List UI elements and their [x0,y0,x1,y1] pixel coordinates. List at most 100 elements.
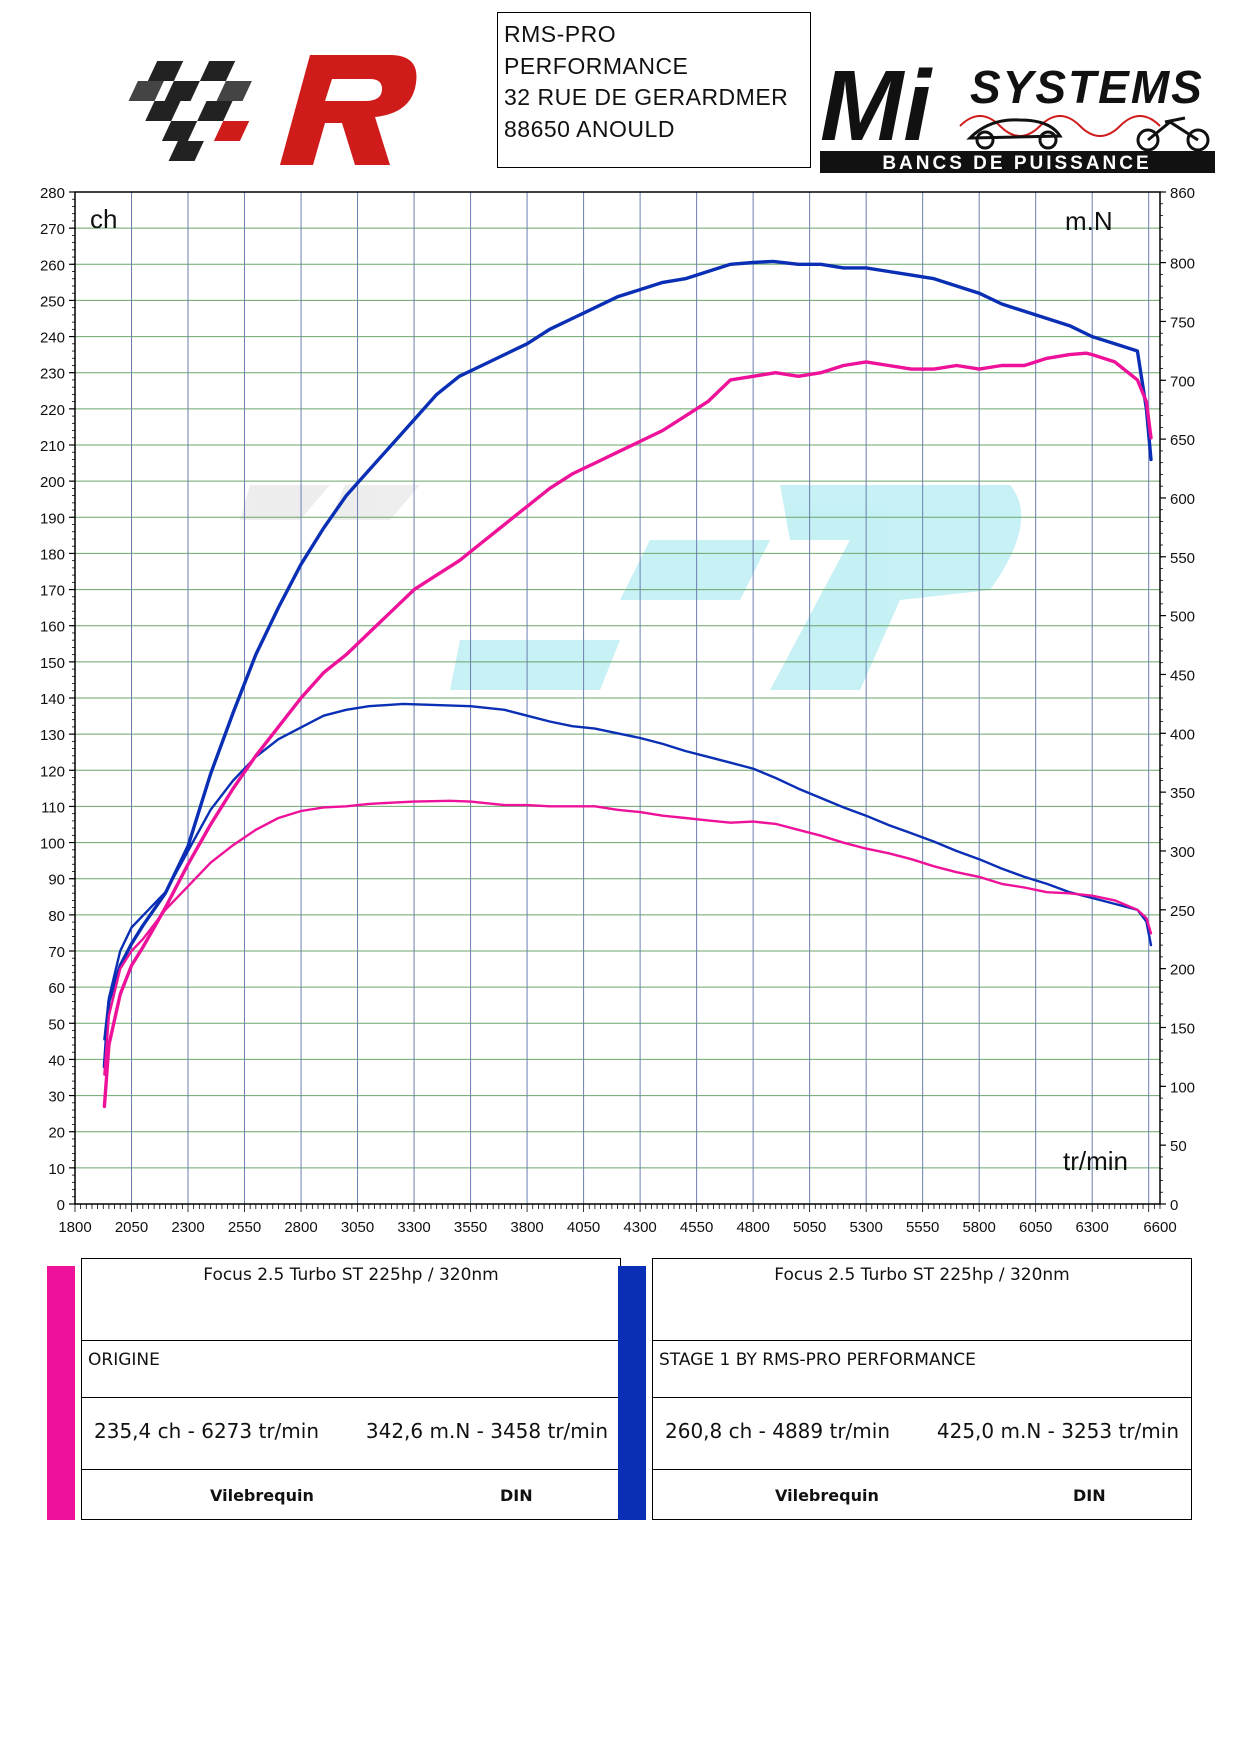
address-line: 32 RUE DE GERARDMER [504,84,789,110]
rms-pro-logo [128,55,417,165]
x-tick-label: 3800 [510,1219,543,1236]
right-tick-label: 650 [1170,432,1195,449]
right-tick-label: 750 [1170,314,1195,331]
left-tick-label: 0 [57,1197,65,1214]
right-tick-label: 350 [1170,785,1195,802]
legend-title: Focus 2.5 Turbo ST 225hp / 320nm [653,1259,1191,1341]
x-tick-label: 6050 [1019,1219,1052,1236]
right-axis-label: m.N [1065,206,1113,236]
left-tick-label: 10 [48,1161,65,1178]
watermark-logo [240,485,1022,690]
legend-swatch [47,1266,75,1520]
right-tick-label: 300 [1170,844,1195,861]
left-axis-label: ch [90,204,117,234]
x-tick-label: 5300 [849,1219,882,1236]
car-icon [966,118,1063,150]
x-tick-label: 2050 [115,1219,148,1236]
legend-box: Focus 2.5 Turbo ST 225hp / 320nm ORIGINE… [81,1258,621,1520]
x-tick-label: 3050 [341,1219,374,1236]
standard-label: DIN [500,1486,533,1505]
left-tick-label: 280 [40,185,65,202]
x-tick-label: 5800 [962,1219,995,1236]
mi-systems-logo: Mi SYSTEMS BANCS DE PUISSANCE [820,50,1215,173]
left-tick-label: 200 [40,474,65,491]
right-tick-label: 100 [1170,1079,1195,1096]
left-tick-label: 230 [40,366,65,383]
x-tick-label: 4050 [567,1219,600,1236]
left-tick-label: 150 [40,655,65,672]
left-tick-label: 90 [48,872,65,889]
left-tick-label: 110 [41,799,65,816]
left-tick-label: 240 [40,330,65,347]
left-tick-label: 60 [48,980,65,997]
address-line: 88650 ANOULD [504,115,675,142]
chart-series [102,259,1153,1109]
right-tick-label: 500 [1170,609,1195,626]
left-tick-label: 100 [40,836,65,853]
left-tick-label: 170 [40,583,65,600]
legend-run-name: ORIGINE [82,1341,620,1398]
series-line-power-origine [102,351,1153,1109]
legend-stage1: Focus 2.5 Turbo ST 225hp / 320nm STAGE 1… [618,1258,1195,1522]
left-tick-label: 160 [40,619,65,636]
motorbike-icon [1136,116,1210,152]
x-tick-label: 3300 [397,1219,430,1236]
right-tick-label: 550 [1170,550,1195,567]
measure-label: Vilebrequin [775,1486,879,1505]
x-tick-label: 3550 [454,1219,487,1236]
torque-peak: 425,0 m.N - 3253 tr/min [936,1419,1179,1443]
legend-origine: Focus 2.5 Turbo ST 225hp / 320nm ORIGINE… [47,1258,624,1522]
left-tick-label: 120 [40,763,65,780]
legend-peaks: 235,4 ch - 6273 tr/min 342,6 m.N - 3458 … [82,1398,620,1470]
left-tick-label: 30 [48,1089,65,1106]
x-tick-label: 6300 [1076,1219,1109,1236]
series-line-torque-origine [103,799,1153,1076]
x-tick-label: 4800 [736,1219,769,1236]
legend-swatch [618,1266,646,1520]
power-peak: 260,8 ch - 4889 tr/min [665,1419,890,1443]
left-tick-label: 220 [40,402,65,419]
left-tick-label: 250 [40,293,65,310]
left-tick-label: 140 [40,691,65,708]
x-tick-label: 4300 [623,1219,656,1236]
series-line-power-stage1 [102,259,1153,1069]
x-axis-label: tr/min [1063,1146,1128,1176]
left-tick-label: 270 [40,221,65,238]
left-tick-label: 180 [40,546,65,563]
right-tick-label: 0 [1170,1197,1178,1214]
x-tick-label: 2300 [171,1219,204,1236]
right-tick-label: 400 [1170,726,1195,743]
legend-run-name: STAGE 1 BY RMS-PRO PERFORMANCE [653,1341,1191,1398]
legend-peaks: 260,8 ch - 4889 tr/min 425,0 m.N - 3253 … [653,1398,1191,1470]
chart-ticks: 0102030405060708090100110120130140150160… [40,185,1195,1236]
left-tick-label: 130 [40,727,65,744]
measure-label: Vilebrequin [210,1486,314,1505]
legend-title: Focus 2.5 Turbo ST 225hp / 320nm [82,1259,620,1341]
right-tick-label: 700 [1170,373,1195,390]
x-tick-label: 5550 [906,1219,939,1236]
left-tick-label: 190 [40,510,65,527]
legend-box: Focus 2.5 Turbo ST 225hp / 320nm STAGE 1… [652,1258,1192,1520]
address-line: RMS-PRO [504,21,617,47]
power-torque-chart: 0102030405060708090100110120130140150160… [40,185,1195,1236]
left-tick-label: 70 [48,944,65,961]
legend-footer: Vilebrequin DIN [653,1470,1191,1521]
right-tick-label: 450 [1170,667,1195,684]
x-tick-label: 1800 [58,1219,91,1236]
x-tick-label: 6600 [1143,1219,1176,1236]
right-tick-label: 250 [1170,903,1195,920]
power-peak: 235,4 ch - 6273 tr/min [94,1419,319,1443]
x-tick-label: 4550 [680,1219,713,1236]
left-tick-label: 260 [40,257,65,274]
right-tick-label: 50 [1170,1138,1187,1155]
torque-peak: 342,6 m.N - 3458 tr/min [365,1419,608,1443]
left-tick-label: 20 [48,1125,65,1142]
legend-footer: Vilebrequin DIN [82,1470,620,1521]
address-box: RMS-PRO PERFORMANCE 32 RUE DE GERARDMER … [497,12,811,168]
x-tick-label: 2800 [284,1219,317,1236]
right-tick-label: 150 [1170,1020,1195,1037]
right-tick-label: 800 [1170,256,1195,273]
logo-bancs-text: BANCS DE PUISSANCE [882,153,1151,173]
standard-label: DIN [1073,1486,1106,1505]
x-tick-label: 2550 [228,1219,261,1236]
